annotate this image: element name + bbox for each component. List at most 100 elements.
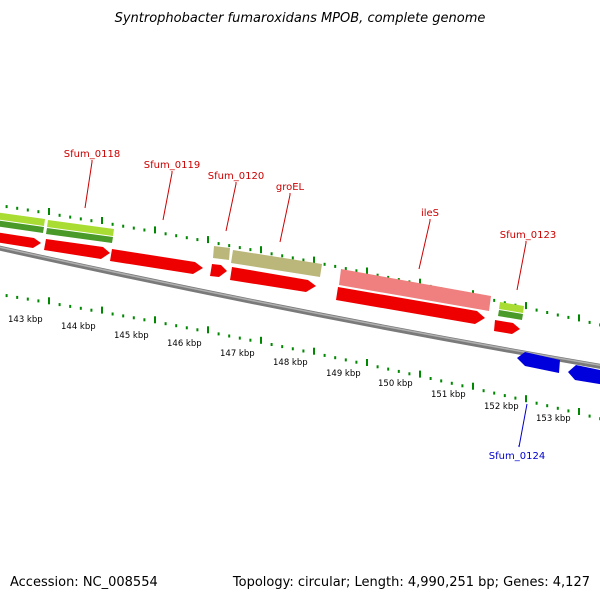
kbp-label: 149 kbp <box>326 369 361 379</box>
minor-tick <box>567 409 570 413</box>
minor-tick <box>387 275 390 279</box>
minor-tick <box>376 365 379 369</box>
genome-backbone <box>0 245 600 369</box>
leader-line <box>418 219 431 270</box>
minor-tick <box>302 349 305 353</box>
leader-line <box>162 171 173 221</box>
minor-tick <box>408 372 411 376</box>
minor-tick <box>26 297 29 301</box>
major-tick <box>154 226 156 234</box>
minor-tick <box>132 316 135 320</box>
kbp-label: 146 kbp <box>167 339 202 349</box>
major-tick <box>525 302 527 310</box>
minor-tick <box>355 360 358 364</box>
cds-arrow <box>230 267 316 292</box>
major-tick <box>525 395 527 403</box>
minor-tick <box>16 295 19 299</box>
cds-arrow <box>0 232 41 248</box>
gene-label-sfum-0118: Sfum_0118 <box>64 149 120 160</box>
minor-tick <box>387 367 390 371</box>
major-tick <box>48 208 50 215</box>
minor-tick <box>556 313 559 317</box>
minor-tick <box>556 406 559 410</box>
minor-tick <box>344 358 347 362</box>
minor-tick <box>26 208 29 212</box>
similarity-track <box>0 212 524 320</box>
gene-label-sfum-0123: Sfum_0123 <box>500 230 556 241</box>
minor-tick <box>323 262 326 266</box>
minor-tick <box>493 298 496 302</box>
kbp-label: 147 kbp <box>220 349 255 359</box>
minor-tick <box>79 306 82 310</box>
minor-tick <box>69 304 72 308</box>
forward-cds-track <box>0 232 520 334</box>
minor-tick <box>111 312 114 316</box>
kbp-label: 143 kbp <box>8 315 43 325</box>
minor-tick <box>90 219 93 223</box>
minor-tick <box>397 369 400 373</box>
minor-tick <box>355 269 358 273</box>
minor-tick <box>450 381 453 385</box>
minor-tick <box>281 254 284 258</box>
minor-tick <box>461 384 464 388</box>
similarity-block <box>339 269 491 311</box>
inner-tick-ring <box>5 294 600 421</box>
similarity-block <box>498 310 523 320</box>
minor-tick <box>122 224 125 228</box>
kbp-label: 148 kbp <box>273 358 308 368</box>
kbp-label: 144 kbp <box>61 322 96 332</box>
major-tick <box>419 278 421 286</box>
minor-tick <box>111 222 114 226</box>
gene-label-sfum-0124: Sfum_0124 <box>489 451 545 462</box>
cds-arrow <box>568 365 600 385</box>
label-leaders <box>84 160 528 448</box>
minor-tick <box>58 213 61 217</box>
minor-tick <box>493 391 496 395</box>
minor-tick <box>37 299 40 303</box>
kbp-label: 151 kbp <box>431 390 466 400</box>
minor-tick <box>291 347 294 351</box>
minor-tick <box>122 314 125 318</box>
major-tick <box>207 326 209 334</box>
major-tick <box>101 306 103 314</box>
minor-tick <box>5 205 8 209</box>
minor-tick <box>291 256 294 260</box>
minor-tick <box>567 315 570 319</box>
reverse-cds-track <box>517 352 600 385</box>
minor-tick <box>164 322 167 326</box>
minor-tick <box>238 336 241 340</box>
minor-tick <box>270 252 273 256</box>
leader-line <box>225 182 237 232</box>
major-tick <box>207 236 209 244</box>
kbp-label: 150 kbp <box>378 379 413 389</box>
minor-tick <box>482 389 485 393</box>
major-tick <box>578 408 580 415</box>
minor-tick <box>535 308 538 312</box>
minor-tick <box>90 308 93 312</box>
minor-tick <box>175 234 178 238</box>
minor-tick <box>503 394 506 398</box>
minor-tick <box>228 244 231 248</box>
cds-arrow <box>517 352 560 373</box>
outer-tick-ring <box>5 205 600 327</box>
minor-tick <box>249 338 252 342</box>
minor-tick <box>143 228 146 232</box>
minor-tick <box>281 345 284 349</box>
minor-tick <box>175 324 178 328</box>
kbp-label: 145 kbp <box>114 331 149 341</box>
minor-tick <box>16 206 19 210</box>
minor-tick <box>546 311 549 314</box>
cds-arrow <box>336 287 485 324</box>
major-tick <box>472 382 474 390</box>
major-tick <box>260 336 262 344</box>
major-tick <box>578 314 580 322</box>
minor-tick <box>143 318 146 322</box>
minor-tick <box>535 401 538 405</box>
cds-arrow <box>494 320 520 334</box>
accession-text: Accession: NC_008554 <box>10 575 158 590</box>
minor-tick <box>69 215 72 219</box>
similarity-block <box>213 246 230 260</box>
minor-tick <box>588 320 591 324</box>
leader-line <box>518 403 528 448</box>
